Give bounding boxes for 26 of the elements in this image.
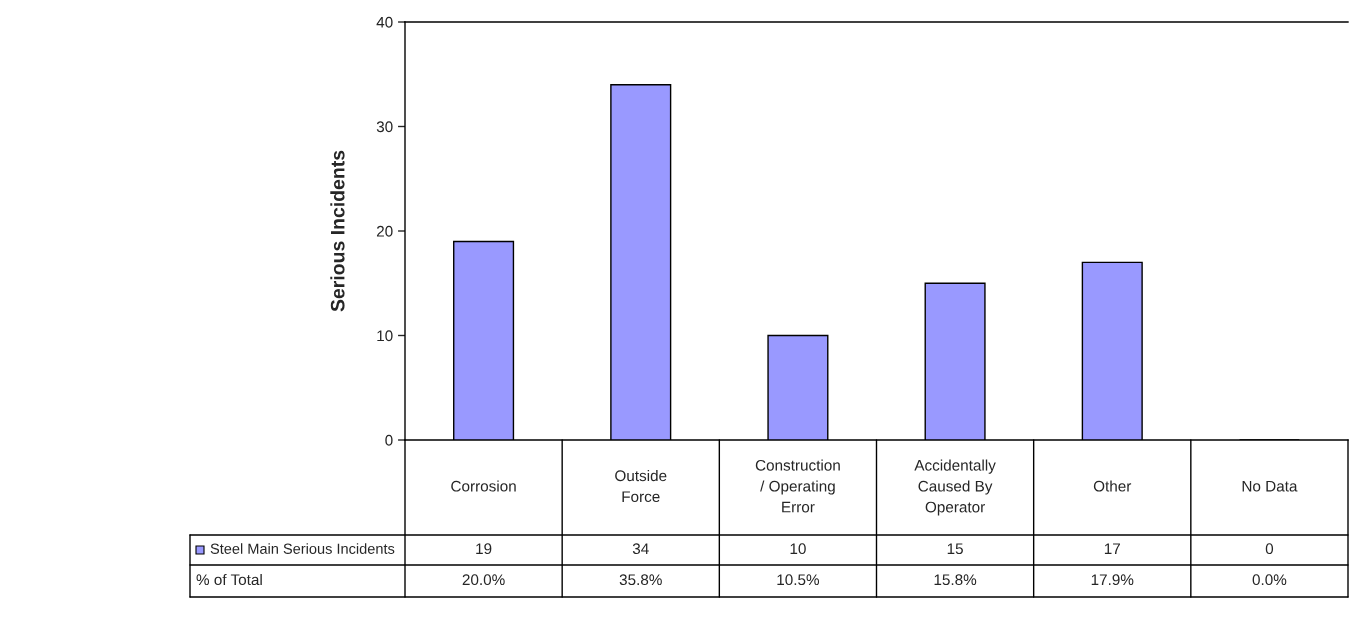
y-tick-label: 30 [376, 121, 393, 133]
y-tick-label: 40 [376, 16, 393, 28]
text: 0.0% [1252, 574, 1287, 586]
y-tick-label: 0 [385, 434, 393, 446]
x-tick-label: No Data [1242, 480, 1298, 492]
y-tick-label: 20 [376, 225, 393, 237]
y-axis-title: Serious Incidents [330, 150, 345, 312]
data-label: 34 [632, 543, 649, 555]
text: 15.8% [934, 574, 977, 586]
text: 20.0% [462, 574, 505, 586]
text: 17.9% [1091, 574, 1134, 586]
text: % of Total [196, 573, 262, 586]
x-tick-label: Construction / Operating Error [755, 459, 840, 513]
text: 35.8% [619, 574, 662, 586]
legend-label: Steel Main Serious Incidents [210, 543, 395, 554]
data-label: 17 [1104, 543, 1120, 554]
x-tick-label: Outside Force [615, 469, 667, 503]
y-tick-label: 10 [377, 330, 393, 342]
data-label: 0 [1265, 543, 1274, 555]
x-tick-label: Accidentally Caused By Operator [914, 459, 996, 516]
x-tick-label: Corrosion [451, 480, 516, 492]
data-label: 15 [947, 543, 963, 555]
data-label: 10 [790, 543, 806, 555]
x-tick-label: Other [1093, 480, 1132, 492]
data-label: 19 [476, 543, 492, 555]
text: 10.5% [777, 574, 820, 586]
